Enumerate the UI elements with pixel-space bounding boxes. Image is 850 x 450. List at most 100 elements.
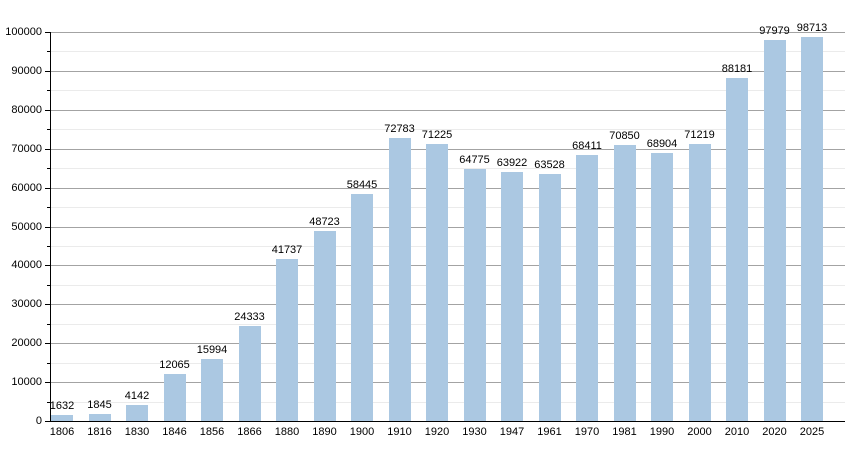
x-tick-label: 1806 <box>49 426 75 438</box>
bar-value-label: 68904 <box>646 137 678 150</box>
y-major-tick <box>45 304 50 305</box>
y-major-tick <box>45 343 50 344</box>
x-tick-label: 1900 <box>349 426 375 438</box>
x-tick-label: 1990 <box>649 426 675 438</box>
x-tick-label: 1981 <box>612 426 637 438</box>
x-tick-label: 1856 <box>199 426 225 438</box>
gridline-minor <box>51 324 845 325</box>
gridline-major <box>51 343 845 344</box>
bar-1856 <box>201 358 223 421</box>
bar-value-label: 72783 <box>384 122 415 135</box>
y-major-tick <box>45 149 50 150</box>
x-tick-label: 1890 <box>312 426 337 438</box>
bar-1890 <box>313 231 336 421</box>
x-tick-label: 1930 <box>462 426 487 438</box>
bar-1816 <box>88 413 111 421</box>
y-minor-tick <box>47 402 50 403</box>
bar-value-label: 71219 <box>684 128 715 141</box>
gridline-minor <box>51 363 845 364</box>
bar-value-label: 48723 <box>309 216 340 229</box>
y-tick-label: 20000 <box>11 337 42 349</box>
y-minor-tick <box>47 51 50 52</box>
x-tick-label: 2010 <box>724 426 750 438</box>
bar-value-label: 63922 <box>496 157 528 170</box>
y-minor-tick <box>47 285 50 286</box>
bar-1846 <box>163 374 186 421</box>
y-major-tick <box>45 188 50 189</box>
x-tick-label: 2025 <box>799 426 825 438</box>
bar-2010 <box>726 77 748 421</box>
x-tick-label: 1947 <box>499 426 525 438</box>
bar-2020 <box>763 39 786 421</box>
bar-1830 <box>126 404 148 421</box>
bar-1970 <box>576 154 598 421</box>
gridline-minor <box>51 129 845 130</box>
x-tick-label: 1910 <box>387 426 412 438</box>
bar-value-label: 1845 <box>87 398 112 411</box>
gridline-major <box>51 188 845 189</box>
gridline-major <box>51 304 845 305</box>
y-major-tick <box>45 227 50 228</box>
y-minor-tick <box>47 90 50 91</box>
bar-value-label: 1632 <box>49 399 75 412</box>
bar-value-label: 41737 <box>271 243 303 256</box>
y-major-tick <box>45 71 50 72</box>
y-tick-label: 70000 <box>11 143 42 155</box>
bar-value-label: 24333 <box>234 311 265 324</box>
y-major-tick <box>45 32 50 33</box>
x-tick-label: 1920 <box>424 426 450 438</box>
bar-1930 <box>463 169 486 421</box>
y-minor-tick <box>47 324 50 325</box>
x-tick-label: 2020 <box>762 426 787 438</box>
y-major-tick <box>45 265 50 266</box>
bar-value-label: 88181 <box>721 62 753 75</box>
y-tick-label: 30000 <box>11 298 42 310</box>
bar-value-label: 4142 <box>124 389 150 402</box>
y-tick-label: 10000 <box>11 376 42 388</box>
gridline-major <box>51 382 845 383</box>
y-minor-tick <box>47 129 50 130</box>
y-minor-tick <box>47 363 50 364</box>
y-tick-label: 0 <box>35 415 42 427</box>
bar-2025 <box>801 37 823 421</box>
y-tick-label: 100000 <box>5 26 42 38</box>
bar-value-label: 98713 <box>796 22 828 34</box>
x-tick-label: 2000 <box>687 426 712 438</box>
y-minor-tick <box>47 207 50 208</box>
bar-value-label: 15994 <box>196 343 228 356</box>
bar-1806 <box>51 414 73 421</box>
y-tick-label: 80000 <box>11 104 42 116</box>
x-tick-label: 1970 <box>574 426 600 438</box>
bar-value-label: 12065 <box>159 359 190 372</box>
y-tick-label: 50000 <box>11 221 42 233</box>
gridline-major <box>51 32 845 33</box>
gridline-major <box>51 265 845 266</box>
bar-1990 <box>651 152 673 421</box>
bar-1866 <box>238 326 261 421</box>
x-tick-label: 1830 <box>124 426 150 438</box>
y-axis-line <box>50 32 51 422</box>
bar-value-label: 63528 <box>534 158 565 171</box>
x-tick-label: 1961 <box>537 426 562 438</box>
gridline-minor <box>51 285 845 286</box>
gridline-minor <box>51 168 845 169</box>
bar-1981 <box>613 145 636 421</box>
bar-1910 <box>388 137 411 421</box>
x-tick-label: 1866 <box>237 426 262 438</box>
bar-value-label: 71225 <box>421 128 453 141</box>
bar-1880 <box>276 258 298 421</box>
x-tick-label: 1846 <box>162 426 187 438</box>
y-major-tick <box>45 110 50 111</box>
gridline-minor <box>51 402 845 403</box>
gridline-major <box>51 227 845 228</box>
bar-value-label: 64775 <box>459 154 490 167</box>
bar-value-label: 97979 <box>759 24 790 37</box>
bar-value-label: 70850 <box>609 130 640 143</box>
bar-1961 <box>538 173 561 421</box>
y-major-tick <box>45 421 50 422</box>
y-minor-tick <box>47 246 50 247</box>
gridline-minor <box>51 90 845 91</box>
y-tick-label: 40000 <box>11 259 42 271</box>
bar-1920 <box>426 143 448 421</box>
